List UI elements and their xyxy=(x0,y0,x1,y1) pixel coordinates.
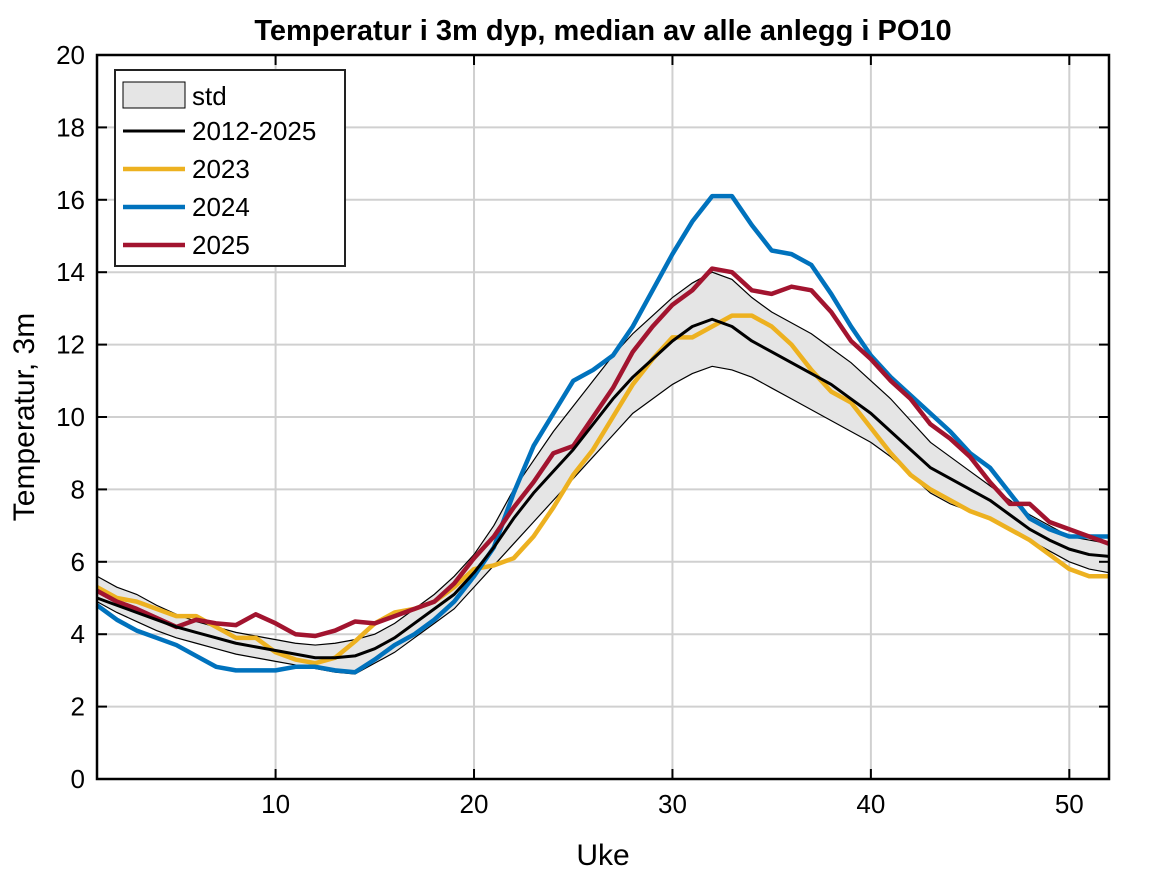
y-tick-label: 6 xyxy=(71,547,85,577)
legend-label-std: std xyxy=(192,81,227,111)
x-tick-label: 30 xyxy=(658,789,687,819)
y-axis-label: Temperatur, 3m xyxy=(8,313,41,521)
y-tick-label: 4 xyxy=(71,619,85,649)
std-band-area xyxy=(97,272,1109,675)
legend-label-2012-2025: 2012-2025 xyxy=(192,116,316,146)
y-tick-label: 12 xyxy=(56,330,85,360)
y-tick-label: 8 xyxy=(71,474,85,504)
x-tick-label: 50 xyxy=(1055,789,1084,819)
std-band xyxy=(96,271,1110,675)
y-tick-label: 0 xyxy=(71,764,85,794)
y-tick-label: 16 xyxy=(56,185,85,215)
series-line-2024 xyxy=(95,193,1109,675)
legend: std 2012-2025 2023 2024 2025 xyxy=(114,69,346,267)
std-upper-edge xyxy=(96,271,1110,646)
y-tick-label: 20 xyxy=(56,40,85,70)
y-tick-label: 2 xyxy=(71,692,85,722)
std-lower-edge xyxy=(96,365,1110,675)
legend-label-2024: 2024 xyxy=(192,192,250,222)
legend-label-2023: 2023 xyxy=(192,154,250,184)
axis-ticks: 10 20 30 40 50 0 2 4 6 8 10 12 14 16 18 20 xyxy=(56,40,1109,819)
y-tick-label: 18 xyxy=(56,112,85,142)
legend-swatch-std xyxy=(122,81,186,109)
series-line-2012-2025 xyxy=(96,317,1110,660)
series-line-2025 xyxy=(95,266,1110,639)
y-tick-label: 10 xyxy=(56,402,85,432)
x-tick-label: 10 xyxy=(261,789,290,819)
x-axis-label: Uke xyxy=(576,839,629,872)
x-tick-label: 40 xyxy=(856,789,885,819)
y-tick-label: 14 xyxy=(56,257,85,287)
x-tick-label: 20 xyxy=(460,789,489,819)
chart-title: Temperatur i 3m dyp, median av alle anle… xyxy=(254,15,951,47)
series-line-2023 xyxy=(95,313,1109,666)
series-lines xyxy=(95,193,1110,675)
legend-label-2025: 2025 xyxy=(192,230,250,260)
